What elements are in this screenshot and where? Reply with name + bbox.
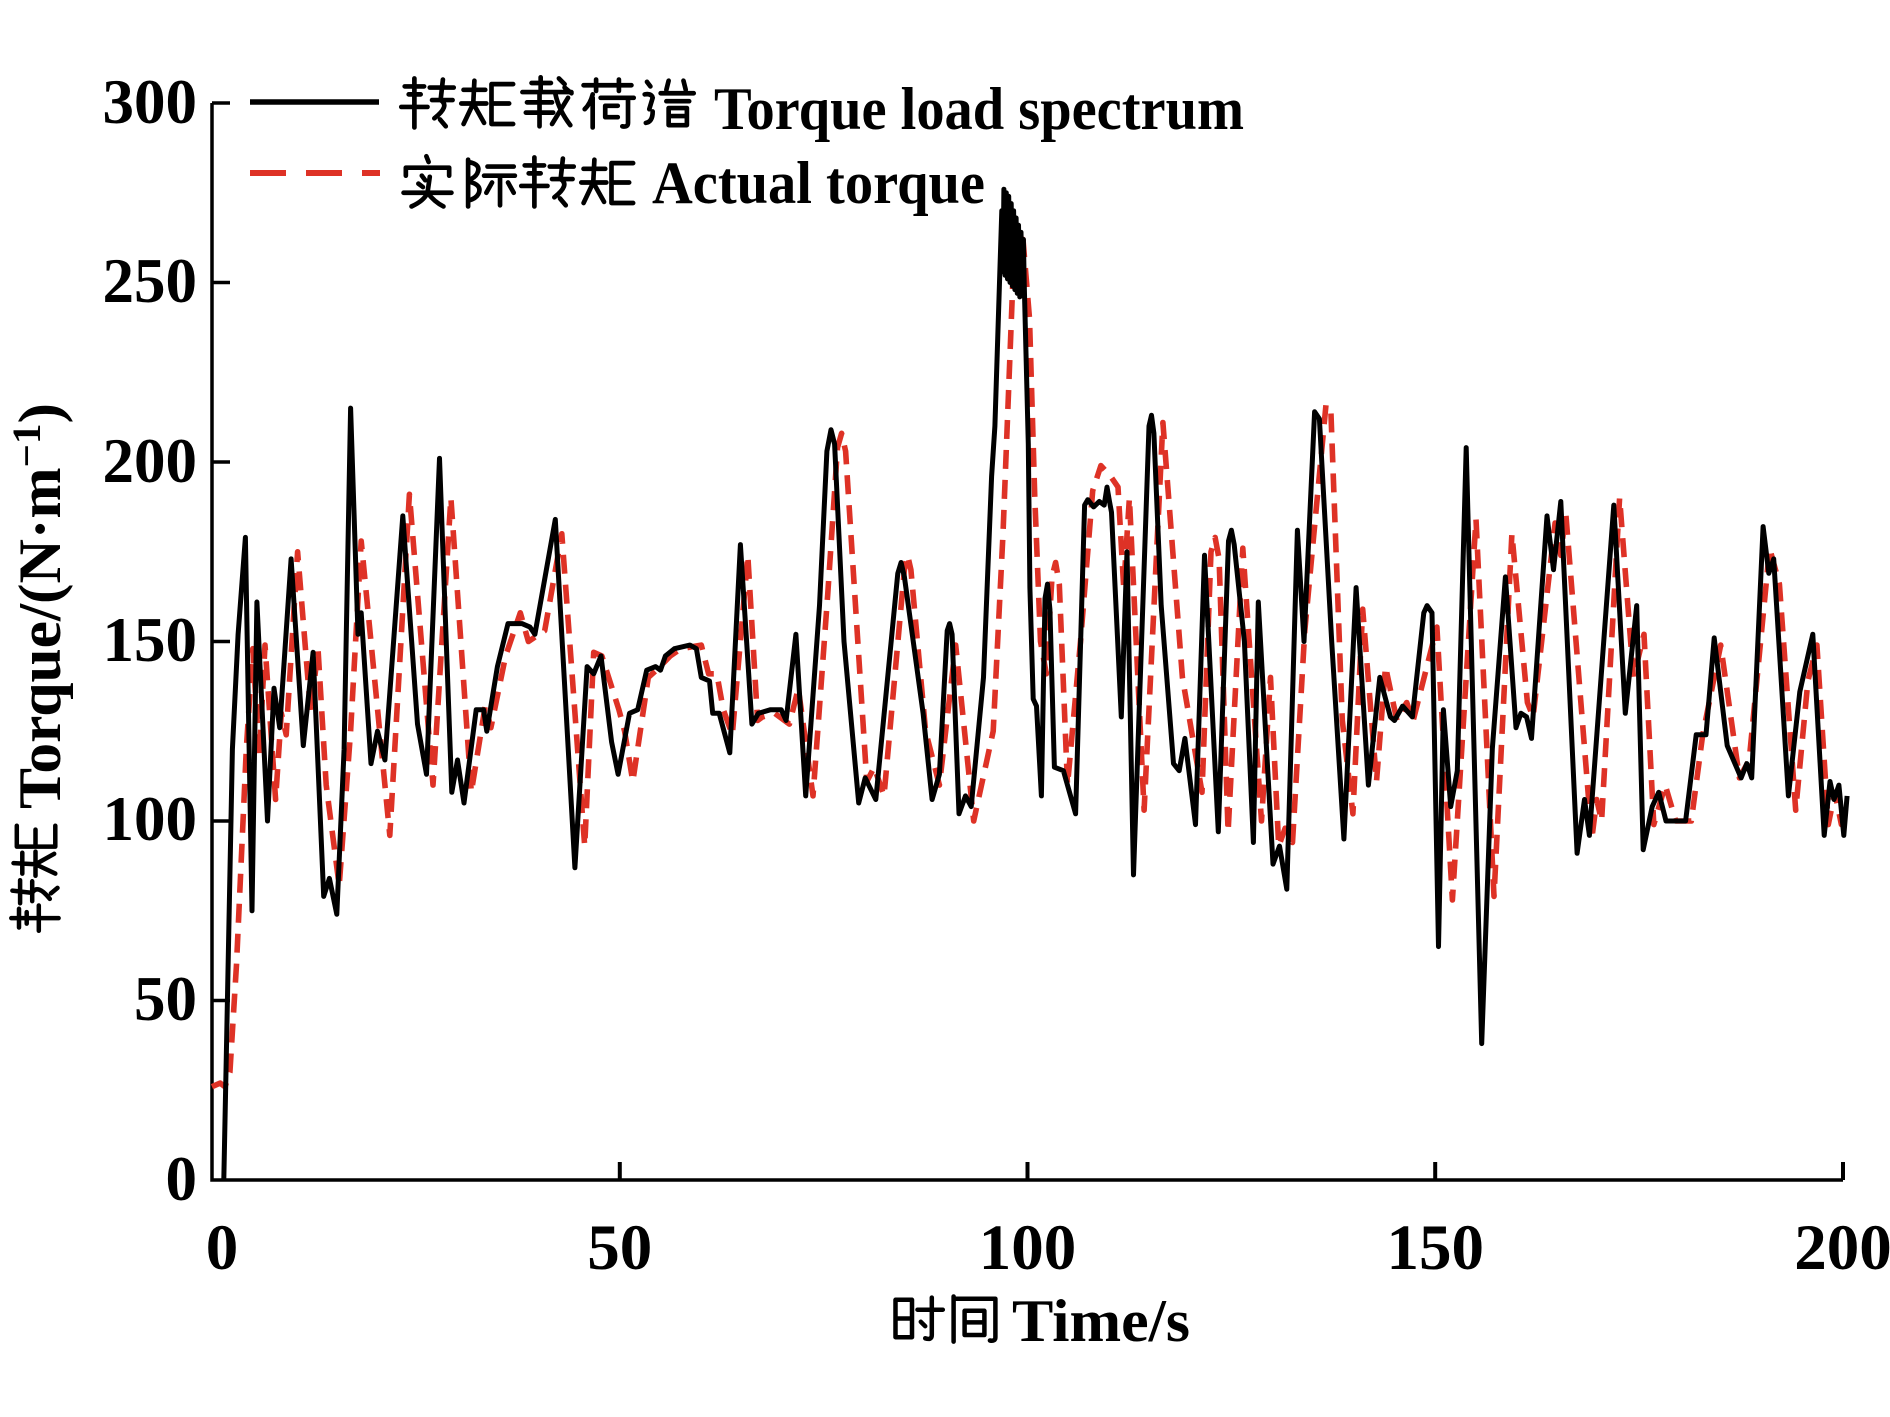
svg-text:100: 100 <box>979 1212 1077 1284</box>
svg-text:150: 150 <box>1386 1212 1484 1284</box>
svg-text:250: 250 <box>103 246 198 316</box>
svg-text:150: 150 <box>103 605 198 675</box>
svg-text:50: 50 <box>134 964 197 1034</box>
svg-text:Torque load spectrum: Torque load spectrum <box>714 76 1244 142</box>
svg-text:0: 0 <box>166 1144 198 1214</box>
svg-text:Torque/(N·m−1): Torque/(N·m−1) <box>4 403 73 809</box>
svg-text:Time/s: Time/s <box>1012 1288 1190 1354</box>
svg-text:200: 200 <box>103 426 198 496</box>
svg-text:50: 50 <box>587 1212 652 1284</box>
svg-text:300: 300 <box>103 67 198 137</box>
svg-text:200: 200 <box>1794 1212 1890 1284</box>
svg-text:0: 0 <box>206 1212 239 1284</box>
svg-text:100: 100 <box>103 784 198 854</box>
svg-text:Actual torque: Actual torque <box>652 150 985 216</box>
